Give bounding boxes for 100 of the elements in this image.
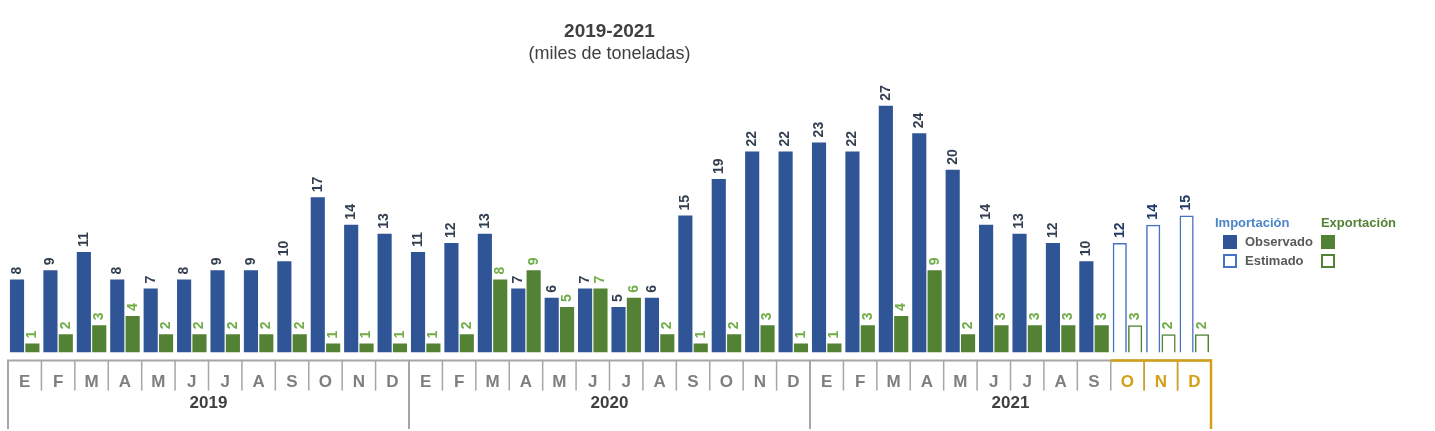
bar: [493, 279, 508, 353]
data-label: 3: [1025, 312, 1042, 321]
data-label: 1: [390, 330, 407, 339]
data-label: 15: [1177, 194, 1194, 211]
data-label: 2: [1159, 321, 1176, 330]
data-label: 27: [876, 85, 893, 101]
bar: [310, 197, 325, 353]
data-label: 13: [475, 212, 492, 229]
bar: [426, 343, 441, 353]
data-label: 1: [324, 330, 340, 339]
data-label: 2: [290, 321, 307, 330]
bar: [243, 270, 259, 353]
data-label: 3: [1126, 312, 1142, 321]
data-label: 1: [791, 330, 808, 339]
bar: [559, 306, 575, 353]
bar: [912, 133, 927, 353]
data-label: 17: [308, 176, 325, 193]
x-tick-label: M: [84, 372, 99, 392]
x-tick-label: F: [52, 372, 64, 392]
data-label: 3: [1059, 312, 1076, 321]
bar: [459, 334, 474, 353]
bar: [711, 178, 726, 353]
bar: [444, 242, 459, 353]
x-tick-label: M: [953, 372, 968, 392]
bar: [1012, 233, 1027, 353]
bar: [210, 270, 225, 353]
x-tick-label: J: [187, 372, 197, 392]
x-tick-label: J: [588, 372, 598, 392]
bar: [760, 325, 775, 353]
bar: [860, 325, 875, 353]
data-label: 5: [609, 293, 626, 302]
data-label: 4: [892, 303, 909, 312]
bar: [410, 252, 426, 353]
bar: [143, 288, 158, 353]
x-tick-label: E: [19, 372, 31, 392]
bar: [43, 270, 58, 353]
x-tick-label: A: [118, 372, 132, 392]
text: Importación: [1215, 215, 1291, 230]
data-label: 2: [223, 321, 240, 330]
data-label: 5: [557, 293, 574, 302]
data-label: 9: [41, 257, 58, 266]
bar: [960, 334, 976, 353]
data-label: 6: [542, 284, 559, 293]
bar: [125, 316, 140, 353]
x-tick-label: N: [1154, 372, 1168, 392]
data-label: 9: [241, 257, 258, 266]
data-label: 7: [591, 275, 608, 284]
bar: [727, 334, 742, 353]
x-tick-label: J: [220, 372, 230, 392]
bar: [793, 343, 809, 353]
data-label: 1: [691, 330, 708, 339]
bar: [344, 224, 359, 353]
data-label: 3: [758, 312, 775, 321]
bar: [994, 325, 1009, 353]
bar: [1079, 261, 1094, 353]
bar: [277, 261, 292, 353]
x-tick-label: J: [1022, 372, 1032, 392]
bar: [25, 343, 40, 353]
x-tick-label: E: [821, 372, 833, 392]
bar: [845, 151, 860, 353]
data-label: 2: [1192, 321, 1209, 330]
text: Exportación: [1320, 215, 1398, 230]
data-label: 9: [208, 257, 225, 266]
data-label: 3: [90, 312, 107, 321]
x-tick-label: A: [920, 372, 934, 392]
data-label: 6: [624, 284, 641, 293]
bar: [259, 334, 274, 353]
data-label: 2: [457, 321, 474, 330]
bar: [894, 316, 909, 353]
data-label: 2: [658, 321, 675, 330]
bar: [392, 343, 408, 353]
x-tick-label: S: [1088, 372, 1100, 392]
bar: [593, 288, 608, 353]
bar: [927, 270, 942, 353]
x-tick-label: O: [1120, 372, 1135, 392]
data-label: 23: [809, 121, 826, 138]
data-label: 14: [342, 203, 359, 220]
x-tick-label: S: [286, 372, 298, 392]
text: 2019: [189, 393, 228, 413]
data-label: 7: [141, 275, 158, 284]
x-tick-label: A: [1054, 372, 1067, 392]
data-label: 8: [108, 266, 125, 275]
x-tick-label: J: [989, 372, 999, 392]
data-label: 11: [74, 232, 91, 248]
data-label: 24: [910, 112, 927, 129]
data-label: 9: [524, 257, 541, 266]
bar: [1061, 325, 1076, 353]
bar: [945, 169, 960, 353]
data-label: 8: [174, 266, 191, 275]
x-tick-label: S: [687, 372, 699, 392]
data-label: 6: [642, 284, 659, 293]
data-label: 2: [958, 321, 975, 330]
bar: [611, 306, 626, 353]
bar: [192, 334, 207, 353]
data-label: 11: [408, 232, 425, 248]
data-label: 1: [825, 330, 842, 339]
data-label: 12: [1110, 222, 1127, 238]
data-label: 7: [575, 275, 592, 284]
data-label: 20: [943, 149, 960, 165]
data-label: 2: [725, 321, 741, 330]
